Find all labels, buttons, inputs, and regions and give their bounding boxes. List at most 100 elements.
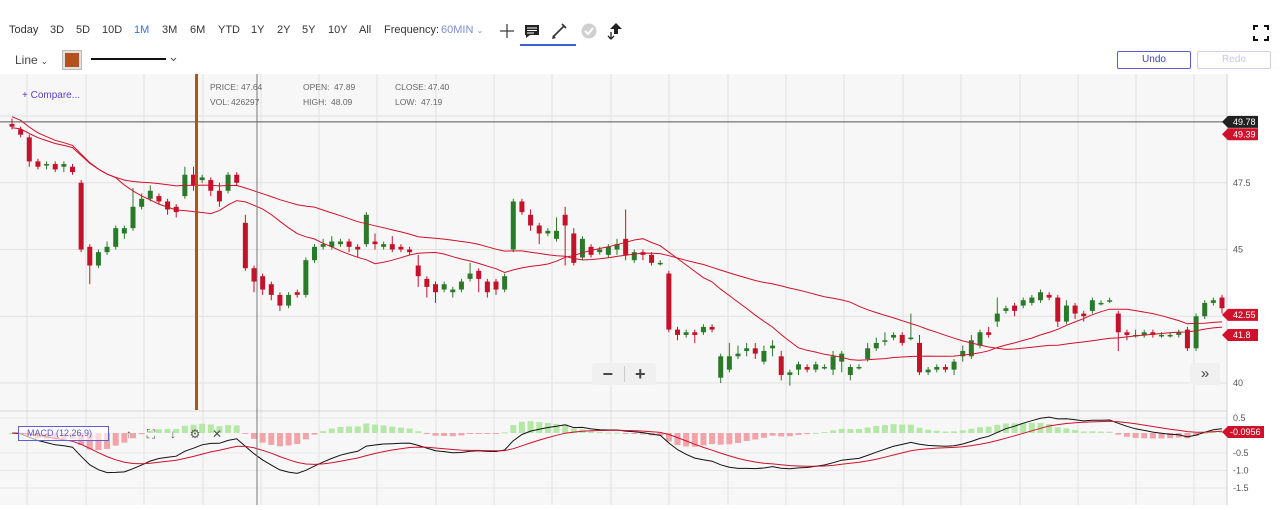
candle-body <box>78 182 84 250</box>
macd-histogram-bar <box>596 432 603 434</box>
chart-area[interactable]: 47.54542.54049.7849.3942.5541.80.5-0.5-1… <box>0 74 1280 505</box>
candle-body <box>130 206 136 229</box>
crosshair-icon[interactable] <box>496 20 518 42</box>
macd-histogram-bar <box>423 433 430 434</box>
macd-histogram-bar <box>1115 433 1122 435</box>
candle-body <box>277 294 283 306</box>
macd-histogram-bar <box>112 433 119 446</box>
candle-body <box>484 281 490 293</box>
macd-legend[interactable]: MACD (12,26,9) <box>18 426 109 441</box>
candle-body <box>1063 305 1069 322</box>
macd-histogram-bar <box>778 433 785 437</box>
range-button-6m[interactable]: 6M <box>190 24 206 36</box>
check-icon[interactable] <box>578 20 600 42</box>
chart-type-select[interactable]: Line ⌄ <box>15 53 48 67</box>
candle-body <box>294 292 300 295</box>
candle-body <box>571 233 577 263</box>
share-icon[interactable] <box>604 20 626 42</box>
candle-body <box>52 164 58 170</box>
range-button-all[interactable]: All <box>359 24 372 36</box>
candle-body <box>337 241 343 245</box>
macd-histogram-bar <box>916 427 923 433</box>
candle-body <box>994 313 1000 322</box>
candle-body <box>424 278 430 287</box>
range-button-10y[interactable]: 10Y <box>328 24 348 36</box>
scroll-right-button[interactable]: » <box>1190 363 1220 385</box>
candle-body <box>44 164 50 166</box>
candle-body <box>813 364 819 370</box>
range-button-1m[interactable]: 1M <box>134 24 150 36</box>
compare-link[interactable]: + Compare... <box>22 90 81 101</box>
range-button-today[interactable]: Today <box>9 24 39 36</box>
candle-body <box>960 350 966 357</box>
macd-histogram-bar <box>147 430 154 433</box>
candle-body <box>683 332 689 335</box>
undo-button[interactable]: Undo <box>1117 51 1191 69</box>
range-button-5y[interactable]: 5Y <box>302 24 316 36</box>
macd-histogram-bar <box>268 433 275 445</box>
candle-body <box>856 366 862 369</box>
pencil-icon[interactable] <box>548 20 570 42</box>
annotation-icon[interactable] <box>521 20 543 42</box>
arrow-up-icon[interactable]: ↑ <box>126 427 132 441</box>
candle-body <box>441 284 447 290</box>
candle-body <box>891 334 897 338</box>
macd-histogram-bar <box>752 433 759 440</box>
close-icon[interactable]: ✕ <box>211 427 223 441</box>
candle-body <box>1193 316 1199 349</box>
macd-histogram-bar <box>173 428 180 433</box>
range-button-3d[interactable]: 3D <box>50 24 65 36</box>
candle-body <box>1202 302 1208 317</box>
price-badge-label: 42.55 <box>1233 310 1256 320</box>
redo-button[interactable]: Redo <box>1197 51 1271 69</box>
candle-body <box>35 161 41 167</box>
macd-histogram-bar <box>285 433 292 446</box>
candle-body <box>579 238 585 258</box>
candle-body <box>934 366 940 370</box>
range-button-10d[interactable]: 10D <box>102 24 123 36</box>
fullscreen-icon[interactable] <box>1253 25 1269 41</box>
macd-histogram-bar <box>372 424 378 433</box>
candle-body <box>597 249 603 253</box>
macd-histogram-bar <box>1046 424 1053 433</box>
candle-body <box>493 281 499 290</box>
expand-icon[interactable]: ⛶ <box>146 426 156 441</box>
macd-histogram-bar <box>1089 431 1096 433</box>
macd-histogram-bar <box>856 429 862 433</box>
active-tool-underline <box>520 44 576 46</box>
zoom-in-button[interactable]: + <box>634 364 646 384</box>
candle-body <box>614 244 620 250</box>
zoom-out-button[interactable]: − <box>602 364 613 384</box>
candle-body <box>510 201 516 250</box>
candle-body <box>199 177 205 181</box>
color-swatch-fill <box>65 53 79 67</box>
stroke-style-select[interactable] <box>90 52 180 66</box>
range-button-2y[interactable]: 2Y <box>277 24 291 36</box>
candle-body <box>605 246 611 255</box>
macd-histogram-bar <box>380 425 387 433</box>
chevron-down-icon: ⌄ <box>476 26 484 35</box>
price-chart[interactable]: 47.54542.54049.7849.3942.5541.80.5-0.5-1… <box>0 74 1280 505</box>
candle-body <box>977 332 983 346</box>
candle-body <box>1159 334 1164 337</box>
macd-histogram-bar <box>1167 433 1174 439</box>
candle-body <box>381 244 387 247</box>
range-button-3m[interactable]: 3M <box>162 24 178 36</box>
macd-histogram-bar <box>155 429 162 433</box>
candle-body <box>303 260 309 295</box>
range-button-ytd[interactable]: YTD <box>218 24 240 36</box>
candle-body <box>917 342 922 373</box>
arrow-down-icon[interactable]: ↓ <box>170 427 176 441</box>
candle-body <box>458 281 464 290</box>
color-picker[interactable] <box>62 50 82 70</box>
candle-body <box>450 289 456 293</box>
frequency-select[interactable]: 60MIN ⌄ <box>441 24 484 36</box>
macd-histogram-bar <box>1054 427 1061 433</box>
candle-body <box>830 356 836 370</box>
gear-icon[interactable]: ⚙ <box>189 427 201 441</box>
candle-body <box>320 244 326 247</box>
range-button-5d[interactable]: 5D <box>76 24 91 36</box>
range-button-1y[interactable]: 1Y <box>251 24 265 36</box>
price-badge-label: 41.8 <box>1233 330 1251 340</box>
candle-body <box>545 230 551 234</box>
